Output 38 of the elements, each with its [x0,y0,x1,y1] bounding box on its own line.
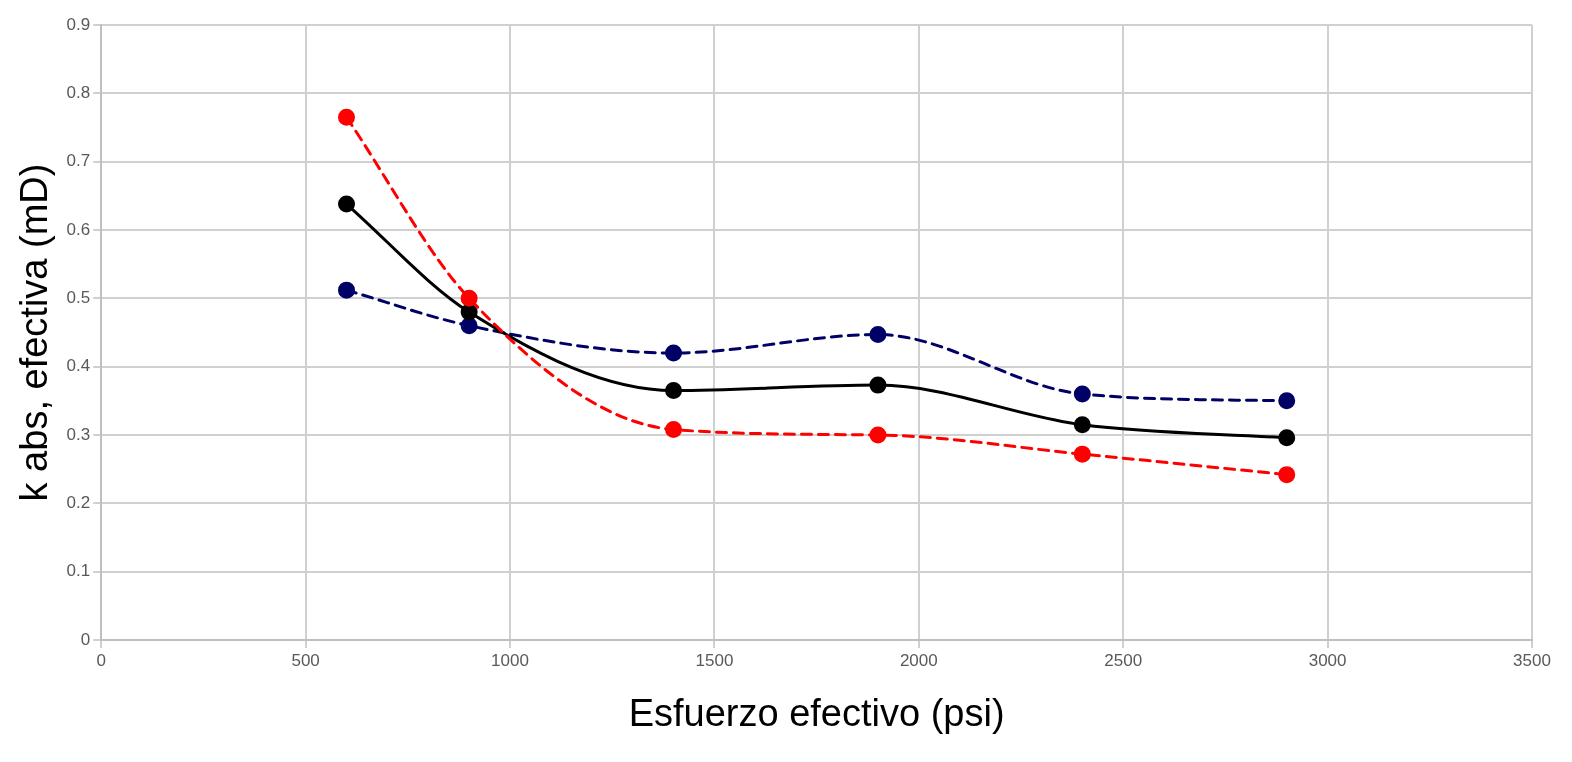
x-tick-label: 1000 [491,650,529,670]
y-tick-label: 0.5 [66,288,91,308]
y-tick-label: 0.7 [66,151,91,171]
point [665,382,683,400]
point [1278,392,1296,410]
y-tick-label: 0.4 [66,356,91,376]
x-tick-label: 1500 [695,650,734,670]
point [665,421,683,439]
point [1278,429,1296,447]
point [869,426,887,444]
point [665,344,683,362]
point [869,376,887,394]
point [1073,385,1091,403]
y-tick-label: 0.8 [66,83,91,103]
point [338,195,356,213]
y-tick-label: 0.1 [66,561,91,581]
y-axis-title: k abs, efectiva (mD) [13,163,56,502]
point [460,289,478,307]
y-tick-label: 0 [80,629,91,649]
point [460,317,478,335]
point [869,326,887,344]
y-tick-label: 0.3 [66,424,91,444]
x-tick-label: 500 [291,650,320,670]
x-tick-label: 3000 [1308,650,1347,670]
x-axis-title: Esfuerzo efectivo (psi) [628,691,1005,734]
point [1073,445,1091,463]
y-tick-label: 0.9 [66,14,91,34]
point [338,281,356,299]
point [1073,416,1091,434]
point [338,108,356,126]
y-tick-label: 0.2 [66,493,91,513]
point [1278,466,1296,484]
x-tick-label: 3500 [1513,650,1551,670]
x-tick-label: 0 [96,650,106,670]
x-tick-label: 2000 [899,650,938,670]
x-tick-label: 2500 [1104,650,1143,670]
y-tick-label: 0.6 [66,219,91,239]
point [460,303,478,321]
